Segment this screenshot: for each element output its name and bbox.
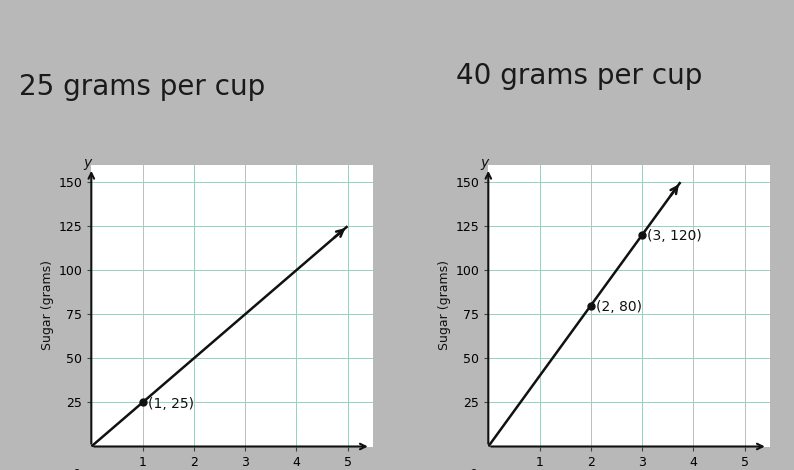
Text: (1, 25): (1, 25) xyxy=(148,397,194,411)
Text: (3, 120): (3, 120) xyxy=(647,229,702,243)
Text: (2, 80): (2, 80) xyxy=(596,300,642,314)
Text: x: x xyxy=(369,468,377,470)
Text: y: y xyxy=(480,156,488,170)
Text: x: x xyxy=(766,468,774,470)
Text: 0: 0 xyxy=(469,468,477,470)
Y-axis label: Sugar (grams): Sugar (grams) xyxy=(438,260,451,351)
Text: 25 grams per cup: 25 grams per cup xyxy=(19,73,265,101)
Text: 0: 0 xyxy=(72,468,80,470)
Text: y: y xyxy=(83,156,91,170)
Y-axis label: Sugar (grams): Sugar (grams) xyxy=(41,260,54,351)
Text: 40 grams per cup: 40 grams per cup xyxy=(457,63,703,90)
